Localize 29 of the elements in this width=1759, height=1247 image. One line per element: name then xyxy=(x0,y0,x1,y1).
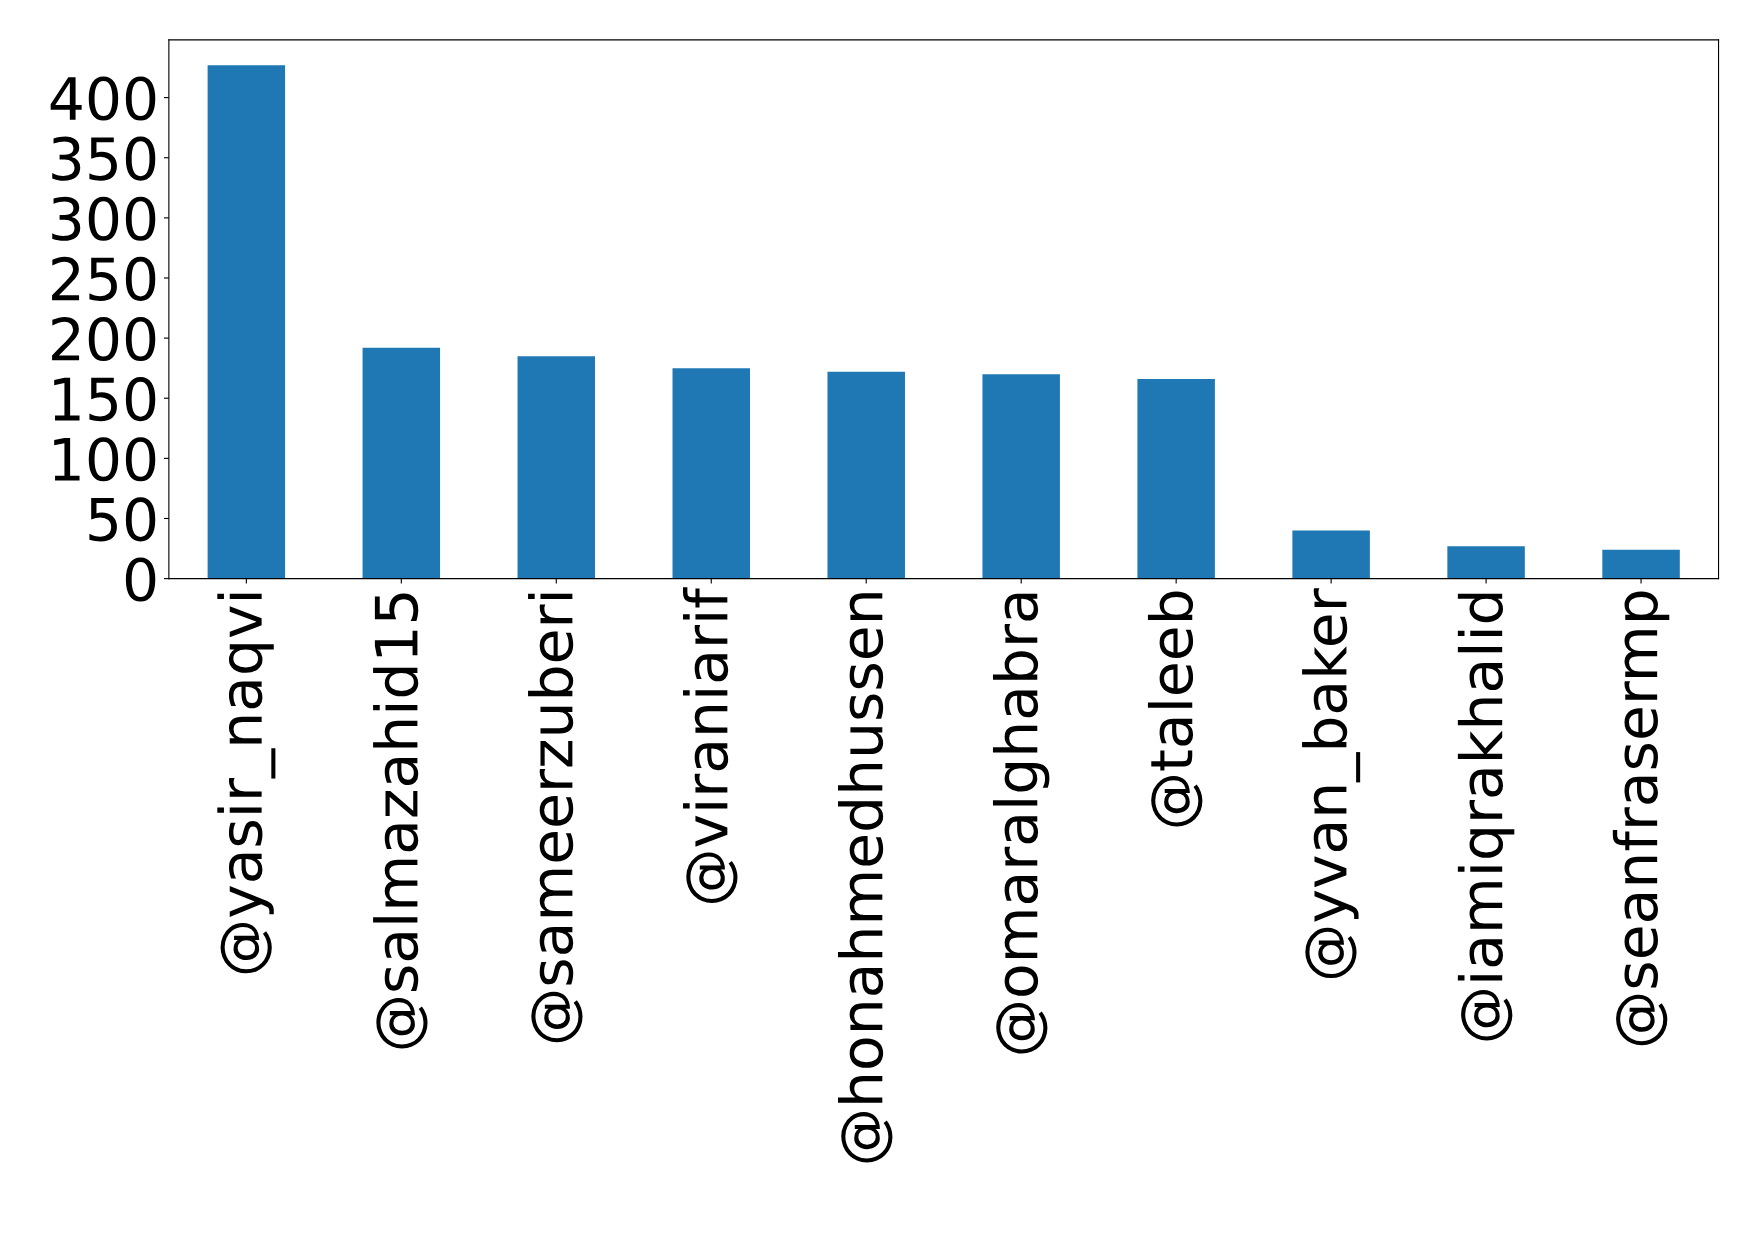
bar xyxy=(827,371,905,579)
bar xyxy=(1602,549,1680,579)
bar xyxy=(362,347,441,579)
x-tick-label: @honahmedhussen xyxy=(837,593,893,1163)
y-tick-label: 250 xyxy=(52,256,156,301)
x-tick-label: @sameerzuberi xyxy=(528,593,583,1043)
y-tick-label: 100 xyxy=(54,437,156,482)
x-tick-label: @yasir_naqvi xyxy=(217,593,276,974)
x-tick-label: @salmazahid15 xyxy=(373,593,428,1049)
y-tick-label: 0 xyxy=(125,557,156,602)
y-tick-label: 400 xyxy=(50,76,156,121)
bar xyxy=(517,356,596,579)
x-tick-label: @iamiqrakhalid xyxy=(1457,593,1515,1041)
x-tick-label: @taleeb xyxy=(1147,591,1203,827)
bar xyxy=(672,368,750,579)
y-tick-label: 150 xyxy=(54,377,156,422)
bar xyxy=(207,65,286,579)
x-tick-label: @seanfrasermp xyxy=(1612,591,1670,1046)
y-tick-label: 200 xyxy=(52,316,156,362)
x-tick-label: @yvan_baker xyxy=(1302,588,1361,979)
y-tick-label: 350 xyxy=(52,136,156,181)
x-tick-label: @viraniarif xyxy=(683,587,738,903)
x-tick-label: @omaralghabra xyxy=(992,593,1050,1054)
bar xyxy=(1447,546,1525,579)
y-tick-label: 50 xyxy=(89,497,156,542)
bar xyxy=(982,374,1060,579)
y-tick-label: 300 xyxy=(52,196,156,241)
bar xyxy=(1137,379,1215,579)
bar xyxy=(1292,530,1370,579)
